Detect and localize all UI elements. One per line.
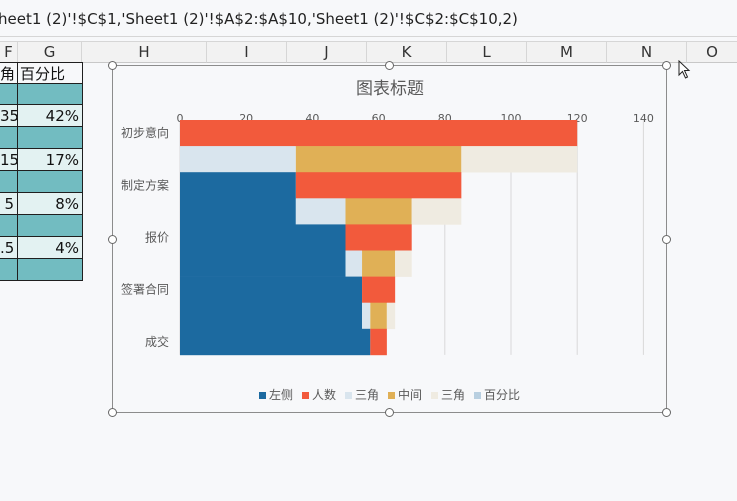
grid-top-line <box>0 41 737 42</box>
formula-bar[interactable]: heet1 (2)'!$C$1,'Sheet1 (2)'!$A$2:$A$10,… <box>0 0 737 37</box>
resize-handle-top-left[interactable] <box>108 61 117 70</box>
legend-swatch-triangle2 <box>431 392 438 399</box>
cell-f4[interactable] <box>0 126 18 149</box>
legend-label-triangle2: 三角 <box>441 388 465 402</box>
resize-handle-bottom-center[interactable] <box>385 408 394 417</box>
bar-left <box>180 276 363 303</box>
col-header-j[interactable]: J <box>287 42 367 63</box>
cell-g5[interactable]: 17% <box>17 148 83 171</box>
col-header-m[interactable]: M <box>527 42 607 63</box>
cell-f5[interactable]: 15 <box>0 148 18 171</box>
bar-triangle2 <box>386 302 396 330</box>
category-label: 签署合同 <box>121 282 169 297</box>
cell-g4[interactable] <box>17 126 83 149</box>
cell-g1[interactable]: 百分比 <box>17 62 83 84</box>
formula-text[interactable]: heet1 (2)'!$C$1,'Sheet1 (2)'!$A$2:$A$10,… <box>0 10 518 28</box>
legend-swatch-middle <box>388 392 395 399</box>
col-header-h[interactable]: H <box>82 42 207 63</box>
bar-left <box>180 302 363 330</box>
col-header-o[interactable]: O <box>687 42 737 63</box>
bar-middle <box>362 250 396 277</box>
resize-handle-top-center[interactable] <box>385 61 394 70</box>
cell-g7[interactable]: 8% <box>17 192 83 215</box>
chart-title: 图表标题 <box>356 79 424 99</box>
cell-f8[interactable] <box>0 214 18 237</box>
chart-area[interactable]: 图表标题 0 20 40 60 80 100 120 140 初步意向 制定方案 报价 签署合同 成交 左侧… <box>112 65 667 413</box>
bar-left <box>180 224 346 251</box>
bar-triangle1 <box>345 250 363 277</box>
legend-swatch-left <box>259 392 266 399</box>
cell-f3[interactable]: 35 <box>0 104 18 127</box>
col-header-f[interactable]: F <box>0 42 18 63</box>
bar-people <box>345 224 412 251</box>
x-tick-label: 0 <box>177 112 184 125</box>
col-header-l[interactable]: L <box>447 42 527 63</box>
cell-f7[interactable]: 5 <box>0 192 18 215</box>
cell-g2[interactable] <box>17 83 83 105</box>
category-label: 成交 <box>145 334 169 349</box>
col-header-i[interactable]: I <box>207 42 287 63</box>
legend-label-percent: 百分比 <box>484 388 520 402</box>
mouse-cursor-icon <box>678 60 691 79</box>
bar-left <box>180 172 296 199</box>
resize-handle-bottom-right[interactable] <box>662 408 671 417</box>
cell-f10[interactable] <box>0 258 18 281</box>
legend-label-left: 左侧 <box>269 387 293 402</box>
cell-g3[interactable]: 42% <box>17 104 83 127</box>
bar-triangle2 <box>461 146 578 173</box>
resize-handle-bottom-left[interactable] <box>108 408 117 417</box>
bar-middle <box>345 198 412 225</box>
cell-f6[interactable] <box>0 170 18 193</box>
bar-middle <box>370 302 387 330</box>
legend-swatch-triangle1 <box>345 392 352 399</box>
bar-triangle1 <box>362 302 371 330</box>
legend-swatch-percent <box>474 392 481 399</box>
x-tick-label: 140 <box>633 112 654 125</box>
category-label: 制定方案 <box>121 177 169 192</box>
resize-handle-top-right[interactable] <box>662 61 671 70</box>
bar-left <box>180 198 296 225</box>
bar-people <box>362 276 396 303</box>
legend-label-people: 人数 <box>312 387 336 402</box>
bar-people <box>370 328 387 356</box>
bar-people <box>295 172 462 199</box>
bar-triangle1 <box>180 146 296 173</box>
bar-left <box>180 328 371 356</box>
cell-g6[interactable] <box>17 170 83 193</box>
cell-f1[interactable]: 角 <box>0 62 18 84</box>
cell-g8[interactable] <box>17 214 83 237</box>
cell-g9[interactable]: 4% <box>17 236 83 259</box>
bar-left <box>180 250 346 277</box>
cell-f2[interactable] <box>0 83 18 105</box>
legend-swatch-people <box>302 392 309 399</box>
col-header-n[interactable]: N <box>607 42 687 63</box>
category-label: 报价 <box>145 229 169 244</box>
bar-triangle2 <box>395 250 412 277</box>
bar-middle <box>295 146 462 173</box>
bar-triangle2 <box>411 198 462 225</box>
col-header-g[interactable]: G <box>18 42 82 63</box>
legend-label-triangle1: 三角 <box>355 388 379 402</box>
category-label: 初步意向 <box>121 125 169 140</box>
cell-f9[interactable]: .5 <box>0 236 18 259</box>
legend-label-middle: 中间 <box>398 387 422 402</box>
bar-people <box>180 120 578 147</box>
cell-g10[interactable] <box>17 258 83 281</box>
resize-handle-middle-right[interactable] <box>662 235 671 244</box>
bar-triangle1 <box>295 198 346 225</box>
resize-handle-middle-left[interactable] <box>108 235 117 244</box>
col-header-k[interactable]: K <box>367 42 447 63</box>
